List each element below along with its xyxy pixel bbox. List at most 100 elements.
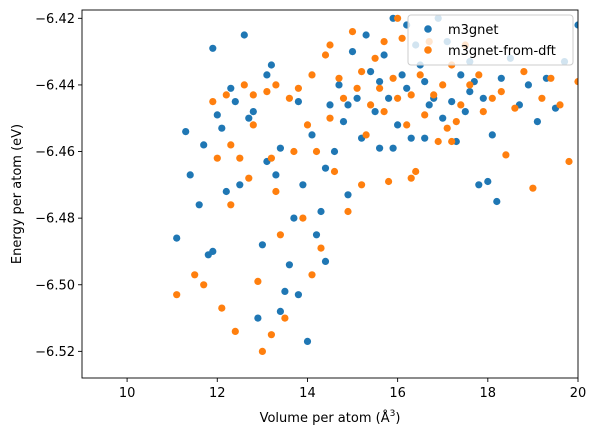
point-m3gnet-29 <box>299 181 307 189</box>
point-m3gnet-28 <box>294 98 302 106</box>
legend-marker-m3gnet-from-dft <box>424 46 432 54</box>
point-m3gnet-from-dft-73 <box>565 157 573 166</box>
series-m3gnet <box>173 14 578 345</box>
point-m3gnet-from-dft-64 <box>488 94 496 102</box>
point-m3gnet-from-dft-47 <box>403 121 411 129</box>
point-m3gnet-4 <box>200 141 208 149</box>
point-m3gnet-from-dft-28 <box>317 244 325 252</box>
point-m3gnet-from-dft-55 <box>439 81 447 89</box>
point-m3gnet-from-dft-72 <box>556 101 564 109</box>
point-m3gnet-from-dft-7 <box>227 141 235 149</box>
point-m3gnet-9 <box>218 124 226 132</box>
point-m3gnet-from-dft-58 <box>452 118 460 126</box>
point-m3gnet-2 <box>186 171 194 179</box>
point-m3gnet-from-dft-41 <box>376 84 384 92</box>
point-m3gnet-60 <box>439 114 447 122</box>
point-m3gnet-from-dft-70 <box>538 94 546 102</box>
point-m3gnet-46 <box>376 78 384 86</box>
point-m3gnet-from-dft-24 <box>299 214 307 222</box>
point-m3gnet-20 <box>263 71 271 79</box>
x-tick-label: 18 <box>480 386 497 401</box>
y-tick-label: −6.44 <box>35 78 75 93</box>
x-tick-label: 14 <box>299 386 316 401</box>
point-m3gnet-from-dft-38 <box>362 131 370 139</box>
point-m3gnet-from-dft-18 <box>272 81 280 89</box>
point-m3gnet-34 <box>321 257 330 265</box>
point-m3gnet-from-dft-2 <box>200 281 208 289</box>
point-m3gnet-8 <box>213 111 221 119</box>
point-m3gnet-47 <box>380 51 388 59</box>
point-m3gnet-72 <box>493 197 501 206</box>
point-m3gnet-43 <box>362 31 370 39</box>
point-m3gnet-from-dft-10 <box>236 154 244 162</box>
point-m3gnet-24 <box>276 307 284 315</box>
y-tick-label: −6.50 <box>35 278 75 293</box>
axes-frame <box>81 9 579 379</box>
point-m3gnet-38 <box>339 118 348 126</box>
x-tick-label: 10 <box>119 386 136 401</box>
y-axis-label: Energy per atom (eV) <box>10 124 25 264</box>
point-m3gnet-41 <box>353 94 361 102</box>
point-m3gnet-from-dft-29 <box>321 51 330 59</box>
point-m3gnet-from-dft-49 <box>412 167 420 176</box>
point-m3gnet-33 <box>317 207 325 216</box>
legend: m3gnet m3gnet-from-dft <box>407 14 574 66</box>
point-m3gnet-23 <box>276 144 284 152</box>
point-m3gnet-15 <box>245 114 253 122</box>
point-m3gnet-from-dft-1 <box>191 271 199 279</box>
point-m3gnet-from-dft-34 <box>344 207 352 216</box>
point-m3gnet-from-dft-77 <box>358 181 366 189</box>
point-m3gnet-82 <box>321 164 330 172</box>
point-m3gnet-88 <box>466 88 474 96</box>
point-m3gnet-81 <box>574 21 578 29</box>
point-m3gnet-12 <box>231 98 239 106</box>
point-m3gnet-14 <box>240 31 248 39</box>
point-m3gnet-from-dft-78 <box>407 174 415 182</box>
point-m3gnet-from-dft-36 <box>353 84 361 92</box>
point-m3gnet-57 <box>425 101 433 109</box>
legend-label-m3gnet: m3gnet <box>448 23 499 38</box>
point-m3gnet-68 <box>475 181 483 189</box>
point-m3gnet-from-dft-20 <box>281 314 289 322</box>
point-m3gnet-from-dft-56 <box>443 124 451 132</box>
legend-box <box>407 14 574 66</box>
point-m3gnet-from-dft-15 <box>258 347 266 355</box>
x-axis-label: Volume per atom (Å3) <box>260 409 401 426</box>
point-m3gnet-50 <box>394 121 402 129</box>
point-m3gnet-from-dft-83 <box>272 187 280 196</box>
point-m3gnet-6 <box>209 247 217 255</box>
point-m3gnet-from-dft-63 <box>479 108 487 116</box>
point-m3gnet-from-dft-74 <box>574 78 578 86</box>
point-m3gnet-69 <box>479 94 487 102</box>
point-m3gnet-from-dft-35 <box>348 28 357 36</box>
point-m3gnet-70 <box>484 177 492 186</box>
point-m3gnet-45 <box>371 108 379 116</box>
point-m3gnet-26 <box>285 261 293 269</box>
point-m3gnet-31 <box>308 131 316 139</box>
point-m3gnet-13 <box>236 181 244 189</box>
y-tick-label: −6.52 <box>35 345 75 360</box>
plot-area <box>173 14 578 355</box>
point-m3gnet-from-dft-33 <box>339 94 348 102</box>
point-m3gnet-37 <box>335 81 343 89</box>
point-m3gnet-from-dft-80 <box>326 41 334 49</box>
y-tick-label: −6.48 <box>35 212 75 227</box>
point-m3gnet-84 <box>376 144 384 152</box>
point-m3gnet-16 <box>249 108 257 116</box>
point-m3gnet-from-dft-69 <box>529 184 537 192</box>
point-m3gnet-from-dft-71 <box>547 74 555 82</box>
point-m3gnet-35 <box>326 101 334 109</box>
point-m3gnet-from-dft-26 <box>308 71 316 79</box>
point-m3gnet-from-dft-39 <box>367 101 375 109</box>
point-m3gnet-83 <box>344 101 352 109</box>
point-m3gnet-85 <box>421 134 429 142</box>
point-m3gnet-from-dft-22 <box>290 147 298 156</box>
point-m3gnet-from-dft-50 <box>416 71 424 79</box>
point-m3gnet-51 <box>398 71 406 79</box>
point-m3gnet-from-dft-37 <box>358 68 366 76</box>
point-m3gnet-11 <box>227 84 235 92</box>
point-m3gnet-65 <box>461 108 469 116</box>
axes: 10 12 14 16 18 20 −6.52 −6.50 −6.48 −6.46 −6.44 −6.… <box>10 9 586 426</box>
point-m3gnet-71 <box>488 131 496 139</box>
